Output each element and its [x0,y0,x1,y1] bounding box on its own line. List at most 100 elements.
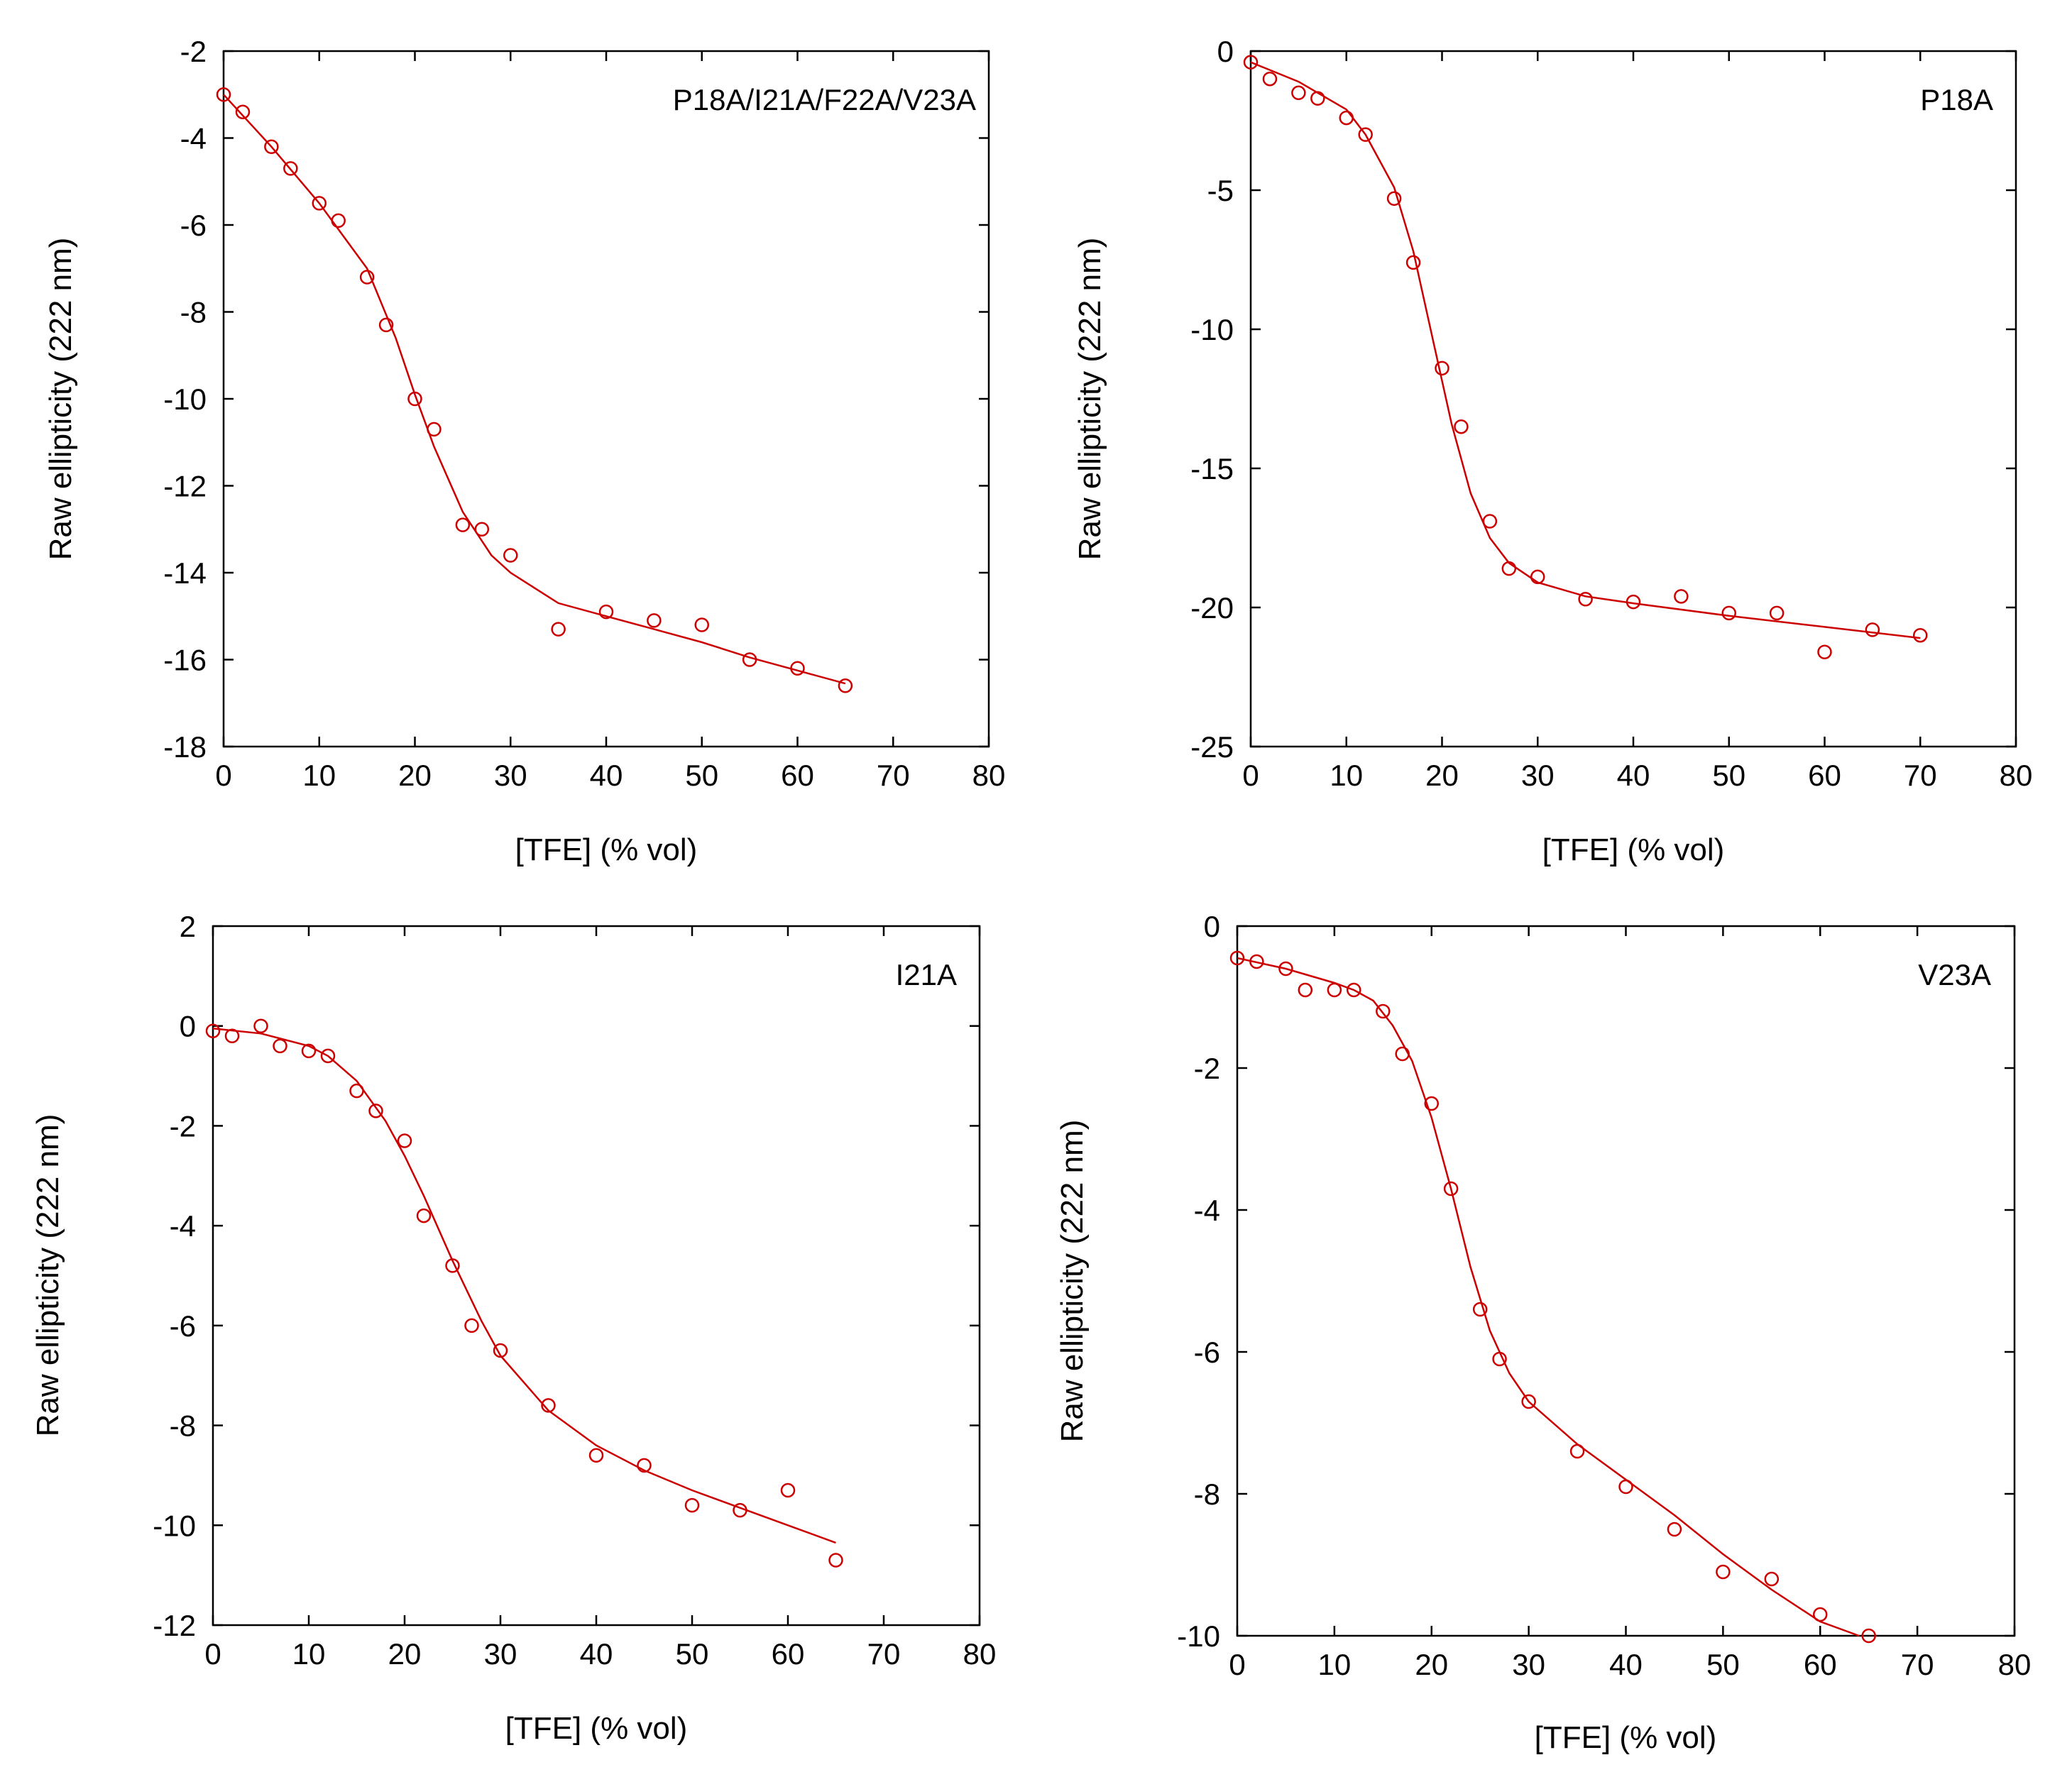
panel-label: I21A [896,958,957,991]
data-point [1435,361,1449,376]
data-point [205,1023,221,1038]
data-point [1386,191,1402,207]
data-points [1229,950,1876,1644]
y-tick-label: -15 [1190,452,1234,485]
y-axis-ticks: 0 -2 -4 -6 -8 -10 [1177,910,2015,1653]
x-tick-label: 40 [1609,1648,1643,1681]
y-tick-label: -2 [180,35,207,68]
x-axis-title: [TFE] (% vol) [1542,832,1725,867]
y-tick-label: -18 [163,730,207,764]
x-tick-label: 10 [302,759,336,792]
x-tick-label: 60 [781,759,814,792]
data-point [1813,1607,1828,1622]
y-tick-label: -12 [153,1609,196,1642]
x-tick-label: 30 [1521,759,1555,792]
data-point [1472,1302,1488,1317]
y-tick-label: -8 [170,1409,196,1443]
panel-p18a: 0 10 20 30 40 50 60 70 80 0 -5 -10 -15 -20 -25 P18A [… [1073,35,2032,867]
x-tick-label: 30 [484,1637,517,1671]
data-point [1347,982,1361,998]
data-point [349,1083,364,1099]
y-tick-label: 0 [1204,910,1220,943]
x-tick-label: 0 [1229,1648,1245,1681]
x-tick-label: 70 [1901,1648,1934,1681]
data-point [1424,1096,1439,1111]
x-tick-label: 60 [772,1637,805,1671]
x-axis-title: [TFE] (% vol) [1535,1720,1717,1755]
panel-p18a-i21a-f22a-v23a: 0 10 20 30 40 50 60 70 80 -2 -4 -6 -8 -10 -12 -14 -16 -1… [43,35,1005,867]
data-point [368,1104,383,1118]
data-point [359,270,375,285]
data-point [397,1133,412,1148]
data-point [416,1208,432,1223]
y-tick-label: -4 [1194,1194,1220,1227]
data-point [1530,569,1545,585]
x-tick-label: 60 [1808,759,1841,792]
data-point [1249,954,1264,969]
x-axis-ticks: 0 10 20 30 40 50 60 70 80 [204,926,996,1671]
data-point [588,1448,604,1463]
x-axis-ticks: 0 10 20 30 40 50 60 70 80 [215,51,1005,792]
data-point [1339,110,1354,126]
data-points [205,1018,843,1568]
data-point [445,1258,460,1273]
panel-label: P18A [1920,83,1993,116]
fit-curve [1250,61,1921,639]
data-point [1569,1443,1585,1459]
y-tick-label: 0 [180,1010,196,1043]
x-tick-label: 20 [1425,759,1459,792]
x-tick-label: 80 [963,1637,997,1671]
data-point [407,391,422,407]
data-point [1482,514,1498,529]
data-point [637,1458,652,1473]
data-point [283,161,298,176]
x-tick-label: 40 [1617,759,1650,792]
y-tick-label: -5 [1207,174,1234,207]
data-point [1865,622,1880,637]
data-point [1291,85,1306,101]
data-point [378,317,394,333]
data-point [1913,627,1928,643]
data-point [684,1497,700,1513]
data-point [1578,591,1593,607]
data-point [264,139,279,154]
data-point [427,422,442,437]
y-axis-title: Raw ellipticity (222 nm) [1073,238,1107,561]
y-tick-label: -2 [170,1109,196,1143]
data-point [790,661,805,676]
data-point [1229,950,1245,966]
y-axis-title: Raw ellipticity (222 nm) [31,1114,65,1437]
data-point [1721,605,1736,621]
data-point [838,678,853,693]
x-tick-label: 30 [494,759,527,792]
data-point [733,1502,747,1518]
x-tick-label: 20 [398,759,432,792]
x-tick-label: 70 [1904,759,1937,792]
data-point [1674,589,1689,604]
data-point [1667,1522,1682,1537]
data-point [742,652,757,667]
x-tick-label: 10 [292,1637,326,1671]
data-point [273,1038,287,1054]
data-point [1454,419,1469,434]
y-tick-label: -12 [163,470,207,503]
x-tick-label: 80 [1998,1648,2032,1681]
x-tick-label: 40 [580,1637,613,1671]
fit-curve [1237,957,1860,1637]
data-point [1501,561,1517,576]
data-point [464,1318,479,1333]
y-tick-label: -14 [163,556,207,590]
x-tick-label: 40 [590,759,623,792]
y-tick-label: -4 [170,1209,196,1243]
data-point [780,1482,796,1498]
data-point [551,622,566,637]
x-axis-ticks: 0 10 20 30 40 50 60 70 80 [1242,51,2032,792]
data-point [301,1043,317,1059]
data-points [216,87,853,693]
y-tick-label: -16 [163,644,207,677]
y-tick-label: -10 [153,1509,196,1542]
data-point [1395,1046,1410,1062]
y-tick-label: -25 [1190,730,1234,764]
data-point [694,617,709,632]
